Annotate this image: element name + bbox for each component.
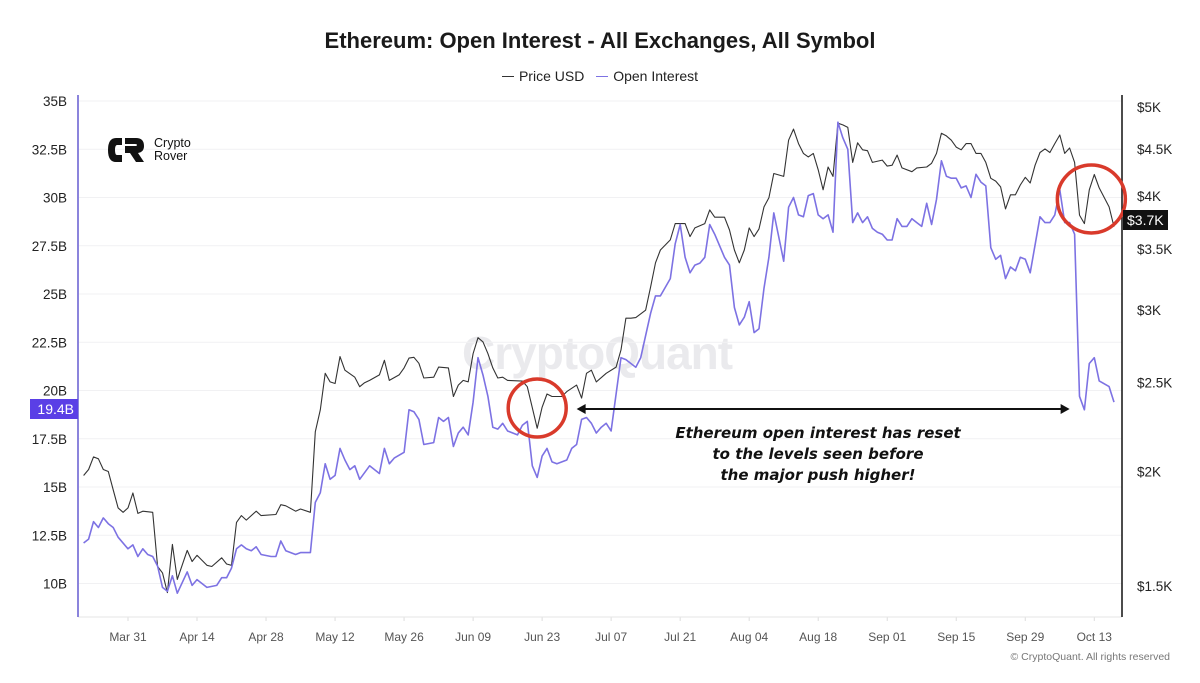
legend-label-open-interest: Open Interest <box>613 68 699 85</box>
left-axis-tick-label: 17.5B <box>32 432 67 447</box>
x-axis-tick-label: Jun 23 <box>524 630 560 644</box>
highlight-circle-june <box>506 377 568 439</box>
x-axis-tick-label: May 12 <box>315 630 355 644</box>
arrow-head-right-icon <box>1060 404 1070 414</box>
legend-label-price: Price USD <box>518 68 585 85</box>
right-axis-tick-label: $2.5K <box>1137 376 1172 391</box>
crypto-rover-logo: Crypto Rover <box>106 135 191 165</box>
right-axis-tick-label: $3K <box>1137 303 1161 318</box>
x-axis-tick-label: Sep 15 <box>937 630 975 644</box>
watermark: CryptoQuant <box>462 327 733 379</box>
left-axis-tick-label: 12.5B <box>32 528 67 543</box>
price-current-badge: $3.7K <box>1123 210 1168 230</box>
logo-text-line2: Rover <box>154 149 188 163</box>
left-axis-tick-label: 25B <box>43 287 67 302</box>
legend: Price USD Open Interest <box>0 64 1200 84</box>
x-axis-tick-label: Sep 01 <box>868 630 906 644</box>
x-axis-tick-label: Oct 13 <box>1077 630 1113 644</box>
x-axis-tick-label: Apr 14 <box>179 630 215 644</box>
legend-item-open-interest[interactable]: Open Interest <box>596 68 698 84</box>
left-axis-tick-label: 30B <box>43 191 67 206</box>
x-axis-tick-label: Jul 21 <box>664 630 696 644</box>
left-axis-tick-label: 27.5B <box>32 239 67 254</box>
x-axis-tick-label: Aug 18 <box>799 630 837 644</box>
left-axis-tick-label: 20B <box>43 384 67 399</box>
x-axis-tick-label: Mar 31 <box>109 630 147 644</box>
logo-text: Crypto Rover <box>154 137 191 163</box>
right-axis-tick-label: $1.5K <box>1137 579 1172 594</box>
left-axis-tick-label: 35B <box>43 94 67 109</box>
price-line <box>83 122 1115 594</box>
right-axis-tick-label: $5K <box>1137 100 1161 115</box>
open-interest-current-badge: 19.4B <box>30 399 78 419</box>
highlight-circle-october <box>1055 163 1128 235</box>
right-axis-tick-label: $4K <box>1137 189 1161 204</box>
left-axis-tick-label: 10B <box>43 577 67 592</box>
right-axis-tick-label: $4.5K <box>1137 142 1172 157</box>
x-axis-tick-label: Sep 29 <box>1006 630 1044 644</box>
x-axis-tick-label: Apr 28 <box>248 630 284 644</box>
legend-item-price[interactable]: Price USD <box>501 68 585 85</box>
annotation-line-2: to the levels seen before <box>712 445 924 463</box>
copyright: © CryptoQuant. All rights reserved <box>1010 651 1170 663</box>
x-axis-tick-label: Jun 09 <box>455 630 491 644</box>
legend-swatch-price <box>501 75 514 77</box>
chart-title: Ethereum: Open Interest - All Exchanges,… <box>324 28 876 53</box>
open-interest-line <box>83 121 1115 594</box>
annotation-line-3: the major push higher! <box>720 466 916 484</box>
legend-swatch-open-interest <box>596 75 609 77</box>
x-axis-tick-label: Aug 04 <box>730 630 768 644</box>
annotation-text: Ethereum open interest has reset to the … <box>640 423 996 486</box>
arrow-head-left-icon <box>576 404 586 414</box>
annotation-line-1: Ethereum open interest has reset <box>675 424 961 442</box>
x-axis-tick-label: May 26 <box>384 630 424 644</box>
right-axis-tick-label: $3.5K <box>1137 242 1172 257</box>
cr-logo-icon <box>108 138 144 162</box>
right-axis-tick-label: $2K <box>1137 465 1161 480</box>
left-axis-tick-label: 22.5B <box>32 335 67 350</box>
left-axis-tick-label: 32.5B <box>32 142 67 157</box>
left-axis-tick-label: 15B <box>43 480 67 495</box>
logo-text-line1: Crypto <box>154 136 191 150</box>
x-axis-tick-label: Jul 07 <box>595 630 627 644</box>
